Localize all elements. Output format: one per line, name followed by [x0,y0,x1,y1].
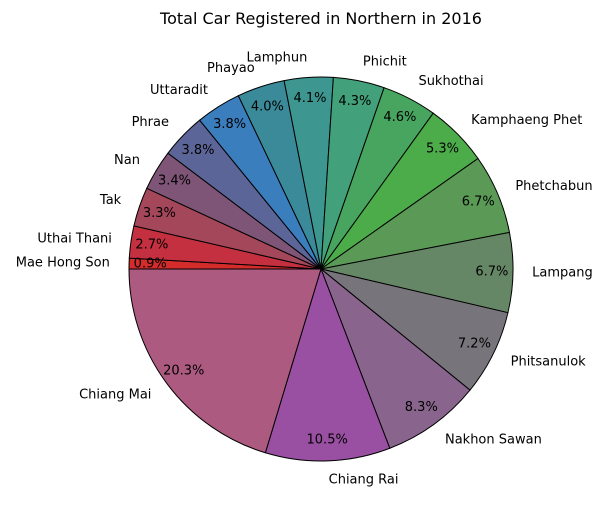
pie-slice-nakhon-sawan [319,267,471,449]
pie-label-mae-hong-son: Mae Hong Son [16,256,110,271]
pie-slice-chiang-mai [128,268,322,454]
pie-pct-tak: 3.3% [143,206,176,221]
pie-label-chiang-rai: Chiang Rai [329,473,399,488]
pie-pct-lamphun: 4.1% [293,91,326,106]
pie-labels: 0.9% Mae Hong Son 2.7% Uthai Thani 3.3% Tak 3.… [16,51,593,488]
pie-pct-sukhothai: 4.6% [383,110,416,125]
pie-slices [128,76,514,462]
pie-label-phetchabun: Phetchabun [515,179,592,194]
pie-pct-phichit: 4.3% [338,94,371,109]
pie-pct-phrae: 3.8% [181,143,214,158]
pie-pct-phayao: 4.0% [251,99,284,114]
pie-label-phayao: Phayao [207,61,255,76]
pie-label-phitsanulok: Phitsanulok [511,355,587,370]
pie-label-tak: Tak [99,193,122,208]
pie-pct-chiang-rai: 10.5% [307,432,348,447]
pie-pct-lampang: 6.7% [475,265,508,280]
pie-label-sukhothai: Sukhothai [418,74,483,89]
pie-label-uthai-thani: Uthai Thani [37,232,112,247]
pie-pct-nakhon-sawan: 8.3% [405,400,438,415]
pie-label-lamphun: Lamphun [247,51,308,66]
pie-label-kamphaeng-phet: Kamphaeng Phet [471,113,582,128]
pie-pct-chiang-mai: 20.3% [163,363,204,378]
pie-pct-uttaradit: 3.8% [213,117,246,132]
pie-pct-mae-hong-son: 0.9% [134,257,167,272]
pie-label-nan: Nan [114,153,140,168]
pie-label-lampang: Lampang [532,265,593,280]
pie-label-chiang-mai: Chiang Mai [79,387,151,402]
pie-pct-uthai-thani: 2.7% [135,237,168,252]
pie-pct-phetchabun: 6.7% [462,195,495,210]
pie-pct-kamphaeng-phet: 5.3% [426,141,459,156]
pie-label-phrae: Phrae [132,115,169,130]
pie-slice-chiang-rai [264,267,391,462]
pie-pct-phitsanulok: 7.2% [458,337,491,352]
pie-label-phichit: Phichit [363,54,407,69]
chart-title: Total Car Registered in Northern in 2016 [159,9,482,28]
pie-pct-nan: 3.4% [158,174,191,189]
pie-label-nakhon-sawan: Nakhon Sawan [445,432,542,447]
pie-label-uttaradit: Uttaradit [150,83,208,98]
